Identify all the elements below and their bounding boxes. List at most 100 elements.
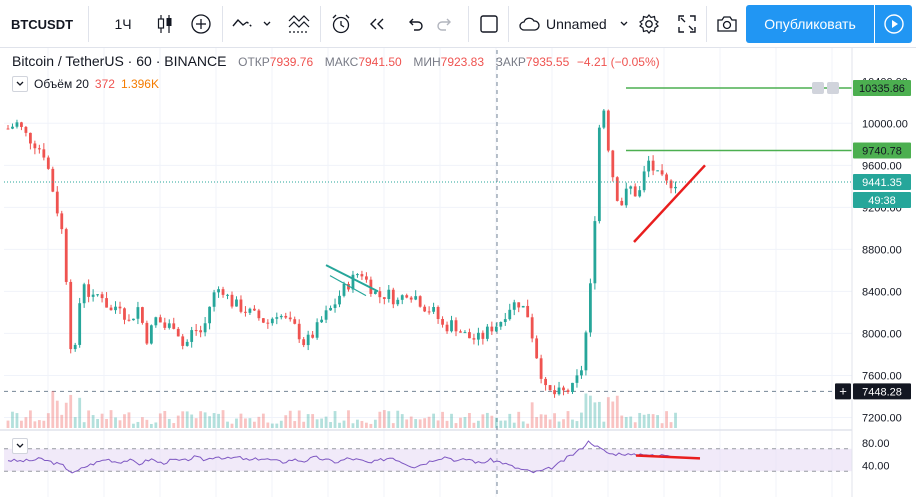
candle-body <box>199 330 203 333</box>
expand-button[interactable] <box>672 4 702 44</box>
candle-body <box>141 307 144 323</box>
volume-bar <box>481 414 485 428</box>
volume-bar <box>356 419 359 428</box>
legend-high-label: МАКС <box>324 55 359 69</box>
candle-body <box>158 317 162 323</box>
candle-body <box>597 127 601 222</box>
volume-bar <box>235 418 238 428</box>
volume-bar <box>499 420 503 428</box>
candle-body <box>575 375 579 383</box>
volume-bar <box>674 412 677 428</box>
candle-body <box>293 319 297 324</box>
price-badge-crosshair-bg <box>853 383 911 400</box>
candle-body <box>78 303 82 345</box>
compare-button[interactable] <box>228 4 276 44</box>
candle-body <box>517 302 521 308</box>
indicators-button[interactable] <box>284 4 314 44</box>
volume-bar <box>141 417 144 428</box>
volume-bar <box>418 419 422 428</box>
expand-icon <box>678 15 696 33</box>
candle-body <box>624 188 628 206</box>
volume-bar <box>620 415 624 428</box>
volume-legend: Объём 20 372 1.396K <box>12 76 159 92</box>
candles-style-button[interactable] <box>150 4 180 44</box>
candle-body <box>145 322 149 344</box>
candle-body <box>194 330 198 332</box>
legend-low-label: МИН <box>413 55 441 69</box>
candle-body <box>69 281 73 350</box>
volume-bar <box>208 416 211 428</box>
volume-bar <box>266 422 270 428</box>
volume-bar <box>239 413 243 428</box>
indicator-collapse-button[interactable] <box>12 438 28 454</box>
interval-button[interactable]: 1Ч <box>114 16 132 32</box>
candle-body <box>571 382 574 392</box>
candle-body <box>418 296 422 307</box>
symbol-search-button[interactable]: BTCUSDT <box>10 16 74 32</box>
volume-bar <box>624 416 628 428</box>
candle-body <box>172 323 176 329</box>
volume-bar <box>132 423 135 428</box>
legend-open-label: ОТКР <box>238 55 270 69</box>
volume-bar <box>485 412 489 428</box>
candle-body <box>391 289 395 305</box>
candle-body <box>445 324 449 332</box>
alert-button[interactable] <box>326 4 356 44</box>
price-chart[interactable]: 10400.0010000.009600.009200.008800.00840… <box>0 48 916 497</box>
volume-bar <box>463 417 467 428</box>
candle-body <box>387 289 391 299</box>
candle-body <box>539 358 543 379</box>
volume-bar <box>123 414 126 428</box>
volume-bar <box>109 410 113 428</box>
volume-bar <box>548 419 552 428</box>
volume-bar <box>333 411 337 428</box>
candle-body <box>656 170 659 172</box>
candle-body <box>208 306 211 324</box>
candle-body <box>244 311 247 313</box>
play-circle-icon <box>883 14 904 34</box>
candle-body <box>212 292 216 307</box>
candle-body <box>409 297 413 300</box>
replay-button[interactable] <box>362 4 392 44</box>
candle-body <box>494 326 498 332</box>
candle-body <box>55 191 59 214</box>
candle-body <box>288 317 292 320</box>
volume-bar <box>60 414 64 428</box>
indicator-line <box>7 440 677 474</box>
volume-bar <box>454 423 458 428</box>
redo-button[interactable] <box>430 4 460 44</box>
candle-body <box>60 213 64 230</box>
volume-bar <box>441 411 444 428</box>
candle-body <box>414 296 418 300</box>
volume-bar <box>158 413 162 428</box>
price-tick-label: 10000.00 <box>862 118 908 130</box>
volume-bar <box>494 417 498 428</box>
candle-body <box>302 339 306 346</box>
price-axis[interactable]: 10400.0010000.009600.009200.008800.00840… <box>835 48 916 497</box>
fullscreen-toggle-button[interactable] <box>474 4 504 44</box>
price-badge-crosshair: 7448.28 <box>862 386 902 398</box>
settings-button[interactable] <box>634 4 664 44</box>
candle-body <box>73 344 77 350</box>
volume-bar <box>593 402 597 428</box>
candle-body <box>647 160 651 172</box>
snapshot-button[interactable] <box>712 4 742 44</box>
publish-button[interactable]: Опубликовать <box>746 5 874 43</box>
candle-body <box>261 318 265 323</box>
volume-ma-value: 1.396K <box>120 77 159 91</box>
legend-title: Bitcoin / TetherUS · 60 · BINANCE <box>12 53 227 69</box>
volume-bar <box>351 423 355 428</box>
undo-button[interactable] <box>400 4 430 44</box>
candle-body <box>611 150 615 178</box>
legend-collapse-button[interactable] <box>12 76 28 92</box>
play-button[interactable] <box>875 5 912 43</box>
price-tick-label: 7200.00 <box>862 412 902 424</box>
volume-bar <box>656 415 659 428</box>
candle-body <box>324 310 328 320</box>
candle-body <box>584 332 588 371</box>
candle-body <box>167 323 171 328</box>
add-indicator-button[interactable] <box>186 4 216 44</box>
candle-body <box>136 307 140 319</box>
volume-bar <box>432 413 435 428</box>
layout-menu-button[interactable]: Unnamed <box>512 4 630 44</box>
